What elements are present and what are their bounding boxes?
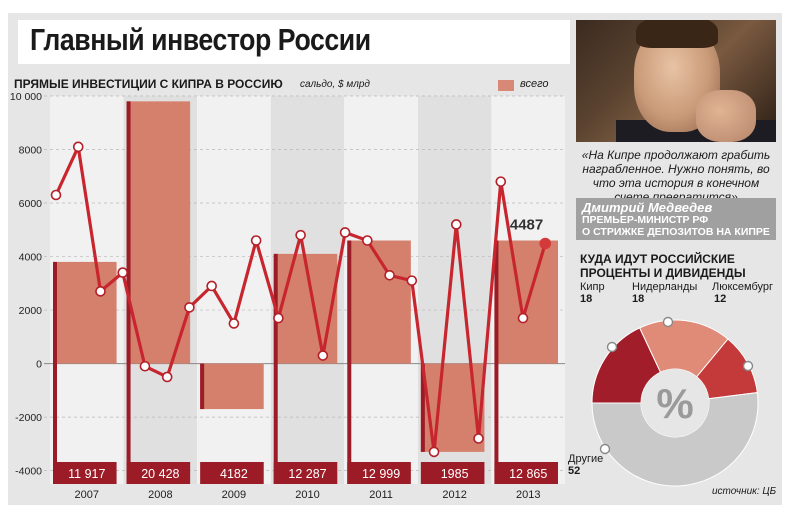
x-tick-label: 2010 [295, 489, 319, 501]
y-tick-label: 6000 [19, 198, 43, 210]
x-tick-label: 2012 [442, 489, 466, 501]
bar-value-band [494, 462, 558, 484]
pie-marker [599, 443, 611, 455]
bar-edge [494, 240, 499, 484]
bar-value-band [53, 462, 117, 484]
bar-edge [347, 240, 352, 484]
pie-slice-label: Кипр [580, 281, 605, 293]
bar-value-label: 12 865 [509, 467, 547, 481]
y-tick-label: -4000 [15, 466, 42, 478]
line-point [428, 446, 440, 458]
bar [53, 261, 117, 364]
line-point [473, 433, 484, 444]
pie-slice-label: Люксембург [712, 281, 774, 293]
bar-value-band [347, 462, 411, 484]
quote-author-name: Дмитрий Медведев [582, 200, 713, 215]
y-tick-label: 10 000 [10, 91, 42, 103]
bar-chart-unit: сальдо, $ млрд [300, 79, 370, 90]
quote-author-box [576, 198, 776, 240]
bar-value-label: 4182 [220, 467, 248, 481]
quote-context: О СТРИЖКЕ ДЕПОЗИТОВ НА КИПРЕ [582, 226, 770, 238]
y-tick-label: -2000 [15, 412, 42, 424]
x-tick-label: 2009 [222, 489, 246, 501]
line-point [72, 141, 84, 153]
pie-chart-title: КУДА ИДУТ РОССИЙСКИЕ ПРОЦЕНТЫ И ДИВИДЕНД… [580, 252, 746, 280]
pie-hole [641, 369, 709, 437]
legend-swatch [498, 80, 514, 91]
x-tick-label: 2011 [369, 489, 393, 501]
bar [126, 101, 191, 364]
portrait-photo [576, 20, 776, 142]
y-tick-label: 4000 [19, 252, 43, 264]
bar-edge [53, 261, 57, 484]
pie-slice-label: Другие [568, 453, 604, 465]
bar-value-band [420, 462, 485, 484]
bar [200, 363, 264, 410]
pie-marker [606, 341, 618, 353]
bar-edge [420, 363, 425, 452]
source-note: источник: ЦБ [712, 486, 777, 497]
line-point [206, 280, 217, 292]
bar [273, 253, 338, 364]
line-point [250, 235, 262, 246]
quote-author-role: ПРЕМЬЕР-МИНИСТР РФ [582, 214, 709, 226]
bar-value-label: 1985 [441, 467, 469, 481]
line-point [517, 312, 529, 324]
line-point [95, 286, 106, 297]
pie-marker [662, 316, 674, 328]
pie-slice-value: 18 [580, 293, 593, 305]
line-point [161, 371, 173, 383]
pie-slice-label: Нидерланды [632, 281, 698, 293]
pie-slice-value: 18 [632, 293, 645, 305]
line-point [339, 227, 351, 238]
line-last-label: 4487 [510, 217, 543, 234]
line-point [362, 235, 373, 246]
line-point [450, 219, 462, 230]
y-tick-label: 8000 [19, 145, 43, 157]
line-point [273, 312, 284, 324]
bar-value-band [200, 462, 264, 484]
title-box [18, 20, 570, 64]
y-tick-label: 0 [36, 359, 42, 371]
x-tick-label: 2008 [148, 489, 172, 501]
page-title: Главный инвестор России [30, 22, 371, 57]
line-point [384, 269, 395, 281]
bar-value-band [273, 462, 338, 484]
bar-value-label: 20 428 [141, 467, 179, 481]
bar-value-label: 12 287 [288, 467, 326, 481]
bar-value-label: 11 917 [68, 467, 105, 481]
line-point [495, 176, 507, 187]
line-point [139, 360, 151, 372]
x-tick-label: 2013 [516, 489, 540, 501]
line-point [406, 275, 418, 286]
pie-marker [742, 360, 754, 372]
line-point [228, 318, 240, 329]
bar-value-band [126, 462, 191, 484]
line-point [117, 267, 129, 278]
line-point [295, 229, 306, 241]
bar-chart-title: ПРЯМЫЕ ИНВЕСТИЦИИ С КИПРА В РОССИЮ [14, 77, 283, 91]
line-point [539, 237, 552, 250]
x-tick-label: 2007 [75, 489, 99, 501]
line-point [184, 302, 195, 313]
pie-slice-value: 12 [714, 293, 727, 305]
y-tick-label: 2000 [19, 305, 43, 317]
bar-value-label: 12 999 [362, 467, 400, 481]
line-point [317, 350, 329, 361]
pie-slice-value: 52 [568, 465, 581, 477]
bar-edge [200, 363, 205, 410]
bar-edge [273, 253, 278, 484]
line-point [50, 189, 62, 201]
legend-label: всего [520, 78, 549, 90]
pie-center-label: % [656, 380, 693, 427]
